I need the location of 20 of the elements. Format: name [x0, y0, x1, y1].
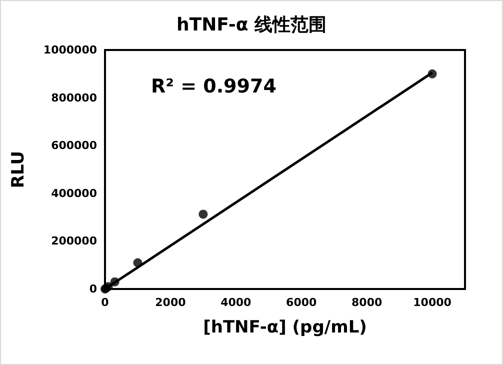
x-tick-label: 8000 — [352, 296, 382, 309]
x-axis-title: [hTNF-α] (pg/mL) — [203, 318, 367, 338]
y-tick-label: 600000 — [51, 139, 98, 152]
x-tick-label: 6000 — [286, 296, 318, 309]
y-axis-title: RLU — [8, 150, 28, 188]
y-tick-label: 200000 — [51, 234, 98, 248]
y-tick-label: 1000000 — [43, 44, 98, 56]
point — [133, 258, 142, 268]
x-tick-label: 2000 — [155, 296, 186, 309]
point — [428, 69, 437, 78]
y-tick-label: 800000 — [51, 91, 98, 104]
point — [110, 277, 120, 286]
y-tick-label: 400000 — [51, 186, 98, 200]
x-tick-label: 0 — [101, 296, 110, 309]
chart-title: hTNF-α 线性范围 — [176, 14, 327, 36]
y-tick-label: 0 — [89, 282, 98, 296]
point — [198, 210, 208, 219]
x-tick-label: 10000 — [413, 296, 452, 309]
annotation: R² = 0.9974 — [151, 76, 276, 98]
x-tick-label: 4000 — [220, 296, 252, 309]
